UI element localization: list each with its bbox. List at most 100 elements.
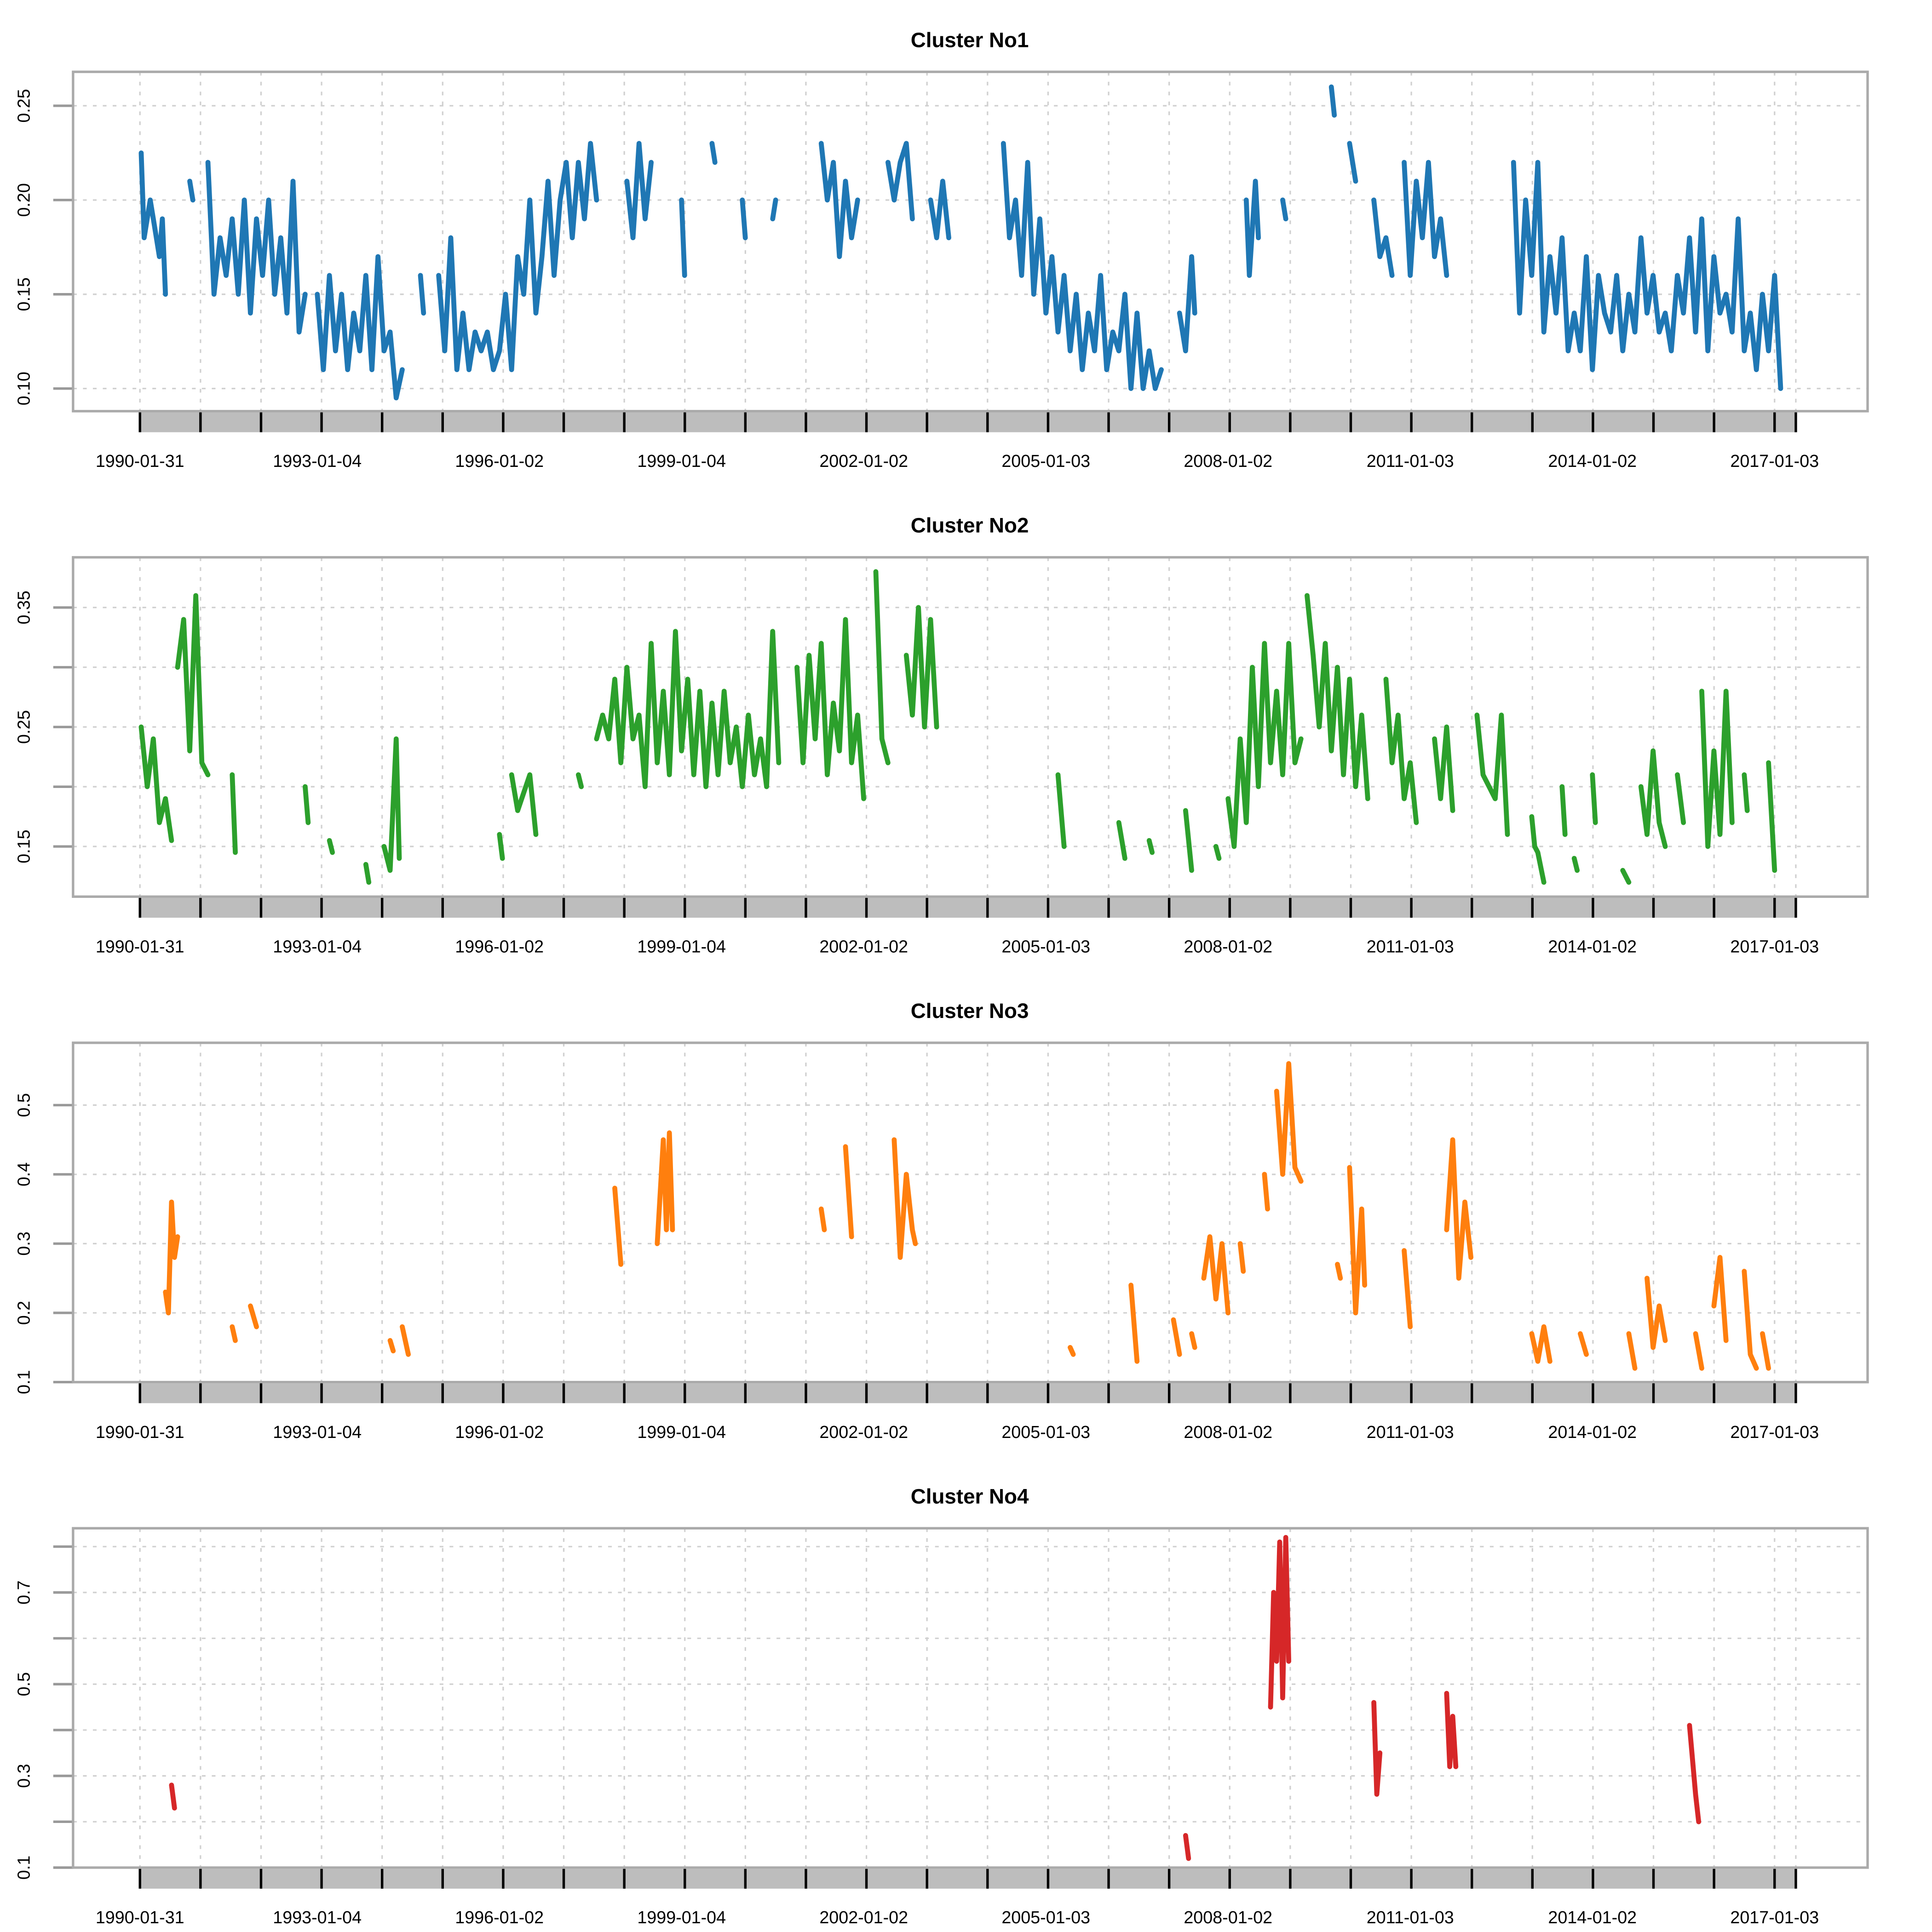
series-segment	[818, 1206, 827, 1232]
x-axis-band	[140, 412, 1796, 432]
series-segment	[1474, 713, 1510, 837]
series-segment	[1432, 724, 1455, 813]
x-tick-label: 2017-01-03	[1730, 937, 1819, 956]
series-segment	[1626, 1331, 1638, 1371]
panel-cluster-1: Cluster No1 0.10 0.15 0.20 0.25 1990-01-31 199…	[14, 28, 1869, 471]
series-segment	[1000, 141, 1164, 391]
y-tick-label: 0.20	[14, 183, 34, 217]
panel-cluster-3: Cluster No3 0.1 0.2 0.3 0.4 0.5 1990-01-31 1993…	[14, 999, 1869, 1442]
series-segment	[1328, 84, 1337, 118]
x-tick-label: 1999-01-04	[637, 451, 726, 471]
y-tick-label: 0.15	[14, 277, 34, 311]
series-segment	[794, 617, 867, 801]
x-tick-label: 1990-01-31	[96, 937, 184, 956]
series-segment	[886, 141, 915, 222]
series-segment	[418, 273, 426, 316]
series-segment	[903, 605, 939, 730]
series-segment	[1183, 808, 1194, 873]
series-segment	[1128, 1282, 1140, 1364]
series-segment	[509, 772, 539, 837]
series-segment	[1766, 760, 1777, 873]
x-tick-label: 2011-01-03	[1367, 451, 1454, 471]
x-axis-band	[140, 1869, 1796, 1889]
series-segment	[1347, 1165, 1368, 1316]
series-segment	[1116, 820, 1127, 861]
x-tick-label: 2002-01-02	[819, 451, 908, 471]
series-segment	[1675, 772, 1686, 825]
series-segment	[1189, 1331, 1197, 1350]
y-tick-label: 0.1	[14, 1370, 34, 1394]
x-tick-label: 1996-01-02	[455, 451, 544, 471]
series-segment	[1693, 1331, 1704, 1371]
series-segment	[770, 197, 778, 222]
y-tick-label: 0.7	[14, 1581, 34, 1604]
series-segment	[818, 141, 860, 259]
series-segment	[1201, 1234, 1231, 1316]
series-segment	[1742, 772, 1750, 813]
series-segment	[1177, 254, 1197, 354]
x-tick-label: 2008-01-02	[1184, 1908, 1272, 1927]
y-tick-label: 0.25	[14, 89, 34, 122]
x-tick-label: 2002-01-02	[819, 1908, 908, 1927]
series-segment	[1444, 1137, 1474, 1281]
series-segment	[436, 141, 599, 373]
series-segment	[363, 862, 372, 885]
series-segment	[1171, 1317, 1182, 1357]
series-segment	[1305, 593, 1370, 801]
series-segment	[1559, 784, 1568, 837]
panel-title: Cluster No3	[911, 999, 1029, 1023]
plot-frame	[72, 556, 1869, 898]
x-tick-label: 1996-01-02	[455, 937, 544, 956]
series-segment	[138, 724, 174, 843]
y-tick-label: 0.3	[14, 1764, 34, 1788]
y-tick-label: 0.15	[14, 829, 34, 863]
x-tick-label: 1999-01-04	[637, 1908, 726, 1927]
series-segment	[1529, 814, 1547, 885]
panel-cluster-2: Cluster No2 0.15 0.25 0.35 1990-01-31 1993-01…	[14, 514, 1869, 956]
series-segment	[1711, 1255, 1729, 1343]
y-tick-label: 0.10	[14, 372, 34, 405]
series-segment	[1335, 1262, 1343, 1281]
series-segment	[175, 593, 211, 777]
x-tick-label: 2008-01-02	[1184, 451, 1272, 471]
series-segment	[594, 629, 782, 789]
series-segment	[928, 178, 951, 241]
x-tick-label: 2005-01-03	[1001, 1908, 1090, 1927]
x-tick-label: 2005-01-03	[1001, 451, 1090, 471]
series-segment	[497, 832, 505, 861]
series-segment	[1280, 197, 1288, 222]
series-segment	[1146, 838, 1155, 855]
series-segment	[655, 1130, 675, 1247]
series-segment	[1402, 1248, 1413, 1329]
series-segment	[1644, 1276, 1668, 1350]
x-tick-label: 1996-01-02	[455, 1422, 544, 1442]
series-segment	[679, 197, 687, 278]
x-tick-label: 2017-01-03	[1730, 451, 1819, 471]
x-tick-label: 1990-01-31	[96, 1422, 184, 1442]
x-tick-label: 1993-01-04	[273, 451, 362, 471]
x-tick-label: 2014-01-02	[1548, 1908, 1637, 1927]
series-segment	[315, 254, 405, 401]
series-segment	[1055, 772, 1067, 849]
series-segment	[230, 1324, 238, 1343]
series-segment	[1068, 1345, 1076, 1357]
series-segment	[1444, 1690, 1459, 1769]
x-tick-label: 2002-01-02	[819, 937, 908, 956]
x-tick-label: 1999-01-04	[637, 937, 726, 956]
x-tick-label: 1993-01-04	[273, 1422, 362, 1442]
series-segment	[1347, 141, 1358, 184]
y-tick-label: 0.3	[14, 1231, 34, 1255]
series-segment	[1243, 178, 1261, 278]
series-segment	[247, 1303, 259, 1329]
x-tick-label: 2014-01-02	[1548, 1422, 1637, 1442]
series-segment	[1274, 1061, 1304, 1184]
series-segment	[1371, 1700, 1383, 1797]
series-segment	[1213, 844, 1222, 861]
plot-frame	[72, 1527, 1869, 1869]
series-segment	[163, 1199, 180, 1316]
series-segment	[624, 141, 654, 241]
panel-title: Cluster No4	[911, 1484, 1029, 1508]
series-segment	[1371, 197, 1395, 278]
y-tick-label: 0.2	[14, 1301, 34, 1325]
series-segment	[1590, 772, 1598, 825]
